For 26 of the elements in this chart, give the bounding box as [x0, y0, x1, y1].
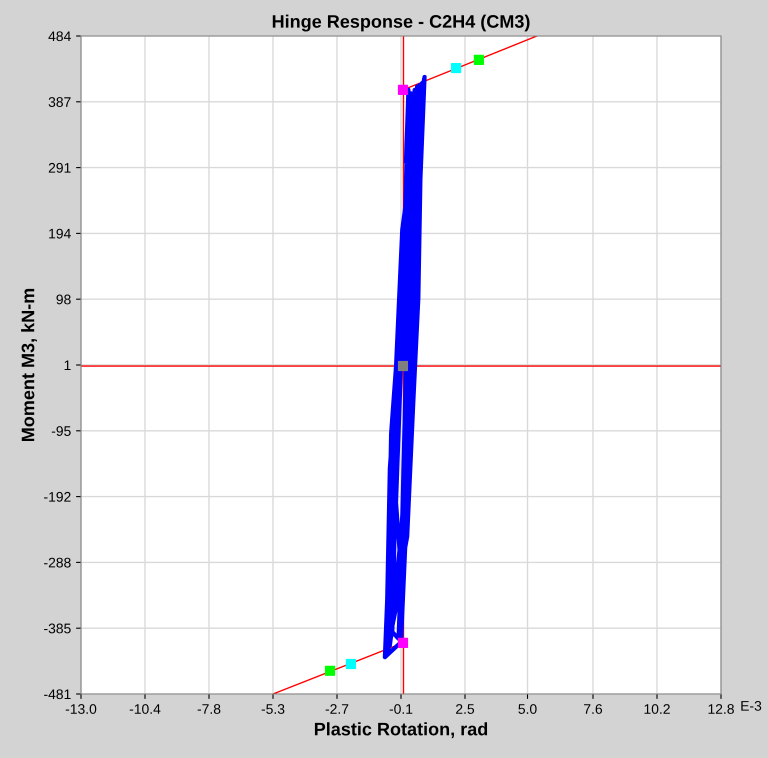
y-tick-label: -385 — [44, 624, 71, 634]
y-axis-title: Moment M3, kN-m — [21, 288, 37, 442]
x-tick-label: -0.1 — [390, 704, 412, 714]
text: E-3 — [741, 700, 762, 711]
chart-title: Hinge Response - C2H4 (CM3) — [272, 14, 530, 32]
y-tick-label: 1 — [64, 360, 71, 370]
x-tick-label: -7.8 — [198, 704, 220, 714]
x-tick-label: -10.4 — [130, 704, 160, 714]
x-tick-label: -13.0 — [66, 704, 96, 714]
x-tick-label: 10.2 — [644, 704, 670, 714]
x-tick-label: -2.7 — [326, 704, 348, 714]
y-tick-label: -288 — [44, 558, 71, 568]
x-tick-label: 2.5 — [456, 704, 474, 714]
y-tick-label: 194 — [49, 228, 71, 239]
y-tick-label: 387 — [48, 97, 71, 107]
x-tick-label: 12.8 — [708, 704, 734, 714]
y-tick-label: 291 — [48, 162, 71, 173]
y-tick-label: -95 — [52, 426, 71, 436]
y-tick-label: -192 — [44, 492, 71, 502]
y-tick-label: -481 — [44, 689, 71, 700]
x-tick-label: 5.0 — [518, 704, 537, 714]
y-tick-label: 98 — [56, 294, 71, 304]
x-axis-title: Plastic Rotation, rad — [314, 722, 488, 738]
y-tick-label: 484 — [48, 31, 71, 42]
x-tick-label: -5.3 — [262, 704, 284, 714]
x-tick-label: 7.6 — [584, 704, 602, 714]
